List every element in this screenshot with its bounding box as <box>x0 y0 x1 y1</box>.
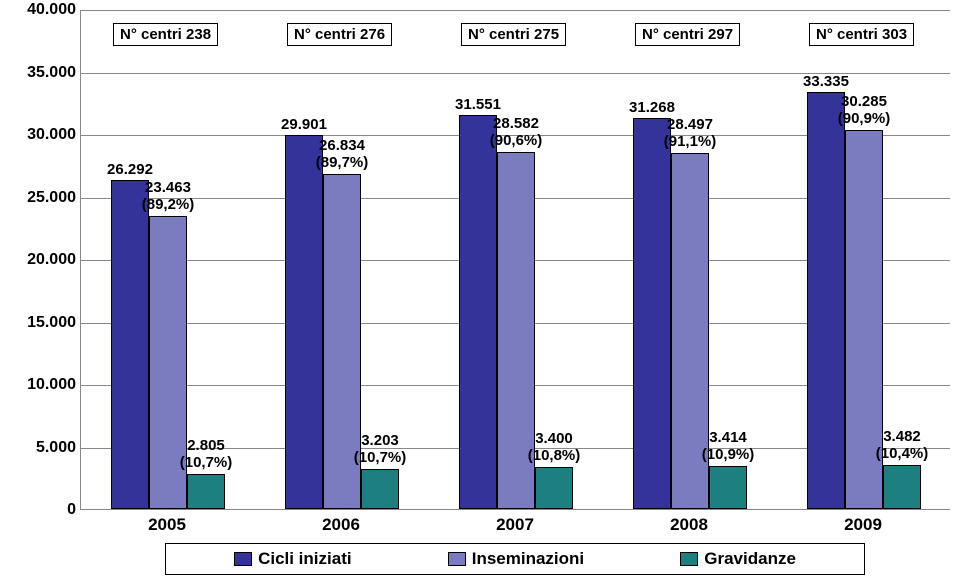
x-axis-tick-label: 2005 <box>148 515 186 535</box>
y-axis-tick-label: 10.000 <box>6 376 76 394</box>
legend-item-cicli: Cicli iniziati <box>234 549 352 569</box>
bar-cicli <box>459 115 497 509</box>
legend-swatch <box>234 552 252 566</box>
legend: Cicli iniziati Inseminazioni Gravidanze <box>165 543 865 575</box>
x-axis-tick-label: 2006 <box>322 515 360 535</box>
bar-label-grav: 3.400(10,8%) <box>528 430 581 464</box>
bar-label-grav: 3.203(10,7%) <box>354 432 407 466</box>
centri-box: N° centri 297 <box>635 23 740 46</box>
bar-label-grav: 3.414(10,9%) <box>702 429 755 463</box>
bar-cicli <box>111 180 149 509</box>
bar-cicli <box>285 135 323 509</box>
bar-label-cicli: 31.551 <box>455 96 501 113</box>
bar-label-cicli: 26.292 <box>107 161 153 178</box>
bar-grav <box>187 474 225 509</box>
legend-item-grav: Gravidanze <box>680 549 796 569</box>
bar-grav <box>883 465 921 509</box>
bar-label-insem: 28.582(90,6%) <box>490 115 543 149</box>
y-axis-tick-label: 15.000 <box>6 314 76 332</box>
bar-label-insem: 28.497(91,1%) <box>664 116 717 150</box>
centri-box: N° centri 303 <box>809 23 914 46</box>
y-axis-tick-label: 25.000 <box>6 189 76 207</box>
bar-label-cicli: 31.268 <box>629 99 675 116</box>
bar-label-cicli: 29.901 <box>281 116 327 133</box>
x-axis-tick-label: 2009 <box>844 515 882 535</box>
gridline <box>81 10 950 11</box>
legend-label: Inseminazioni <box>472 549 584 569</box>
centri-box: N° centri 238 <box>113 23 218 46</box>
bar-cicli <box>633 118 671 509</box>
x-axis-tick-label: 2008 <box>670 515 708 535</box>
y-axis-tick-label: 5.000 <box>6 439 76 457</box>
legend-label: Gravidanze <box>704 549 796 569</box>
y-axis-tick-label: 0 <box>6 501 76 519</box>
x-axis-tick-label: 2007 <box>496 515 534 535</box>
bar-grav <box>709 466 747 509</box>
bar-label-grav: 2.805(10,7%) <box>180 437 233 471</box>
bar-label-insem: 26.834(89,7%) <box>316 137 369 171</box>
y-axis-tick-label: 20.000 <box>6 251 76 269</box>
y-axis-tick-label: 35.000 <box>6 64 76 82</box>
legend-item-insem: Inseminazioni <box>448 549 584 569</box>
legend-swatch <box>680 552 698 566</box>
legend-label: Cicli iniziati <box>258 549 352 569</box>
bar-grav <box>361 469 399 509</box>
y-axis-tick-label: 30.000 <box>6 126 76 144</box>
centri-box: N° centri 275 <box>461 23 566 46</box>
bar-label-grav: 3.482(10,4%) <box>876 428 929 462</box>
bar-grav <box>535 467 573 510</box>
bar-label-cicli: 33.335 <box>803 73 849 90</box>
y-axis-tick-label: 40.000 <box>6 1 76 19</box>
legend-swatch <box>448 552 466 566</box>
centri-box: N° centri 276 <box>287 23 392 46</box>
bar-chart: 0 5.000 10.000 15.000 20.000 25.000 30.000 35.0… <box>5 5 961 583</box>
bar-label-insem: 30.285(90,9%) <box>838 93 891 127</box>
plot-area: 26.29223.463(89,2%) 2.805(10,7%) 29.901 26.… <box>80 10 950 510</box>
bar-cicli <box>807 92 845 509</box>
bar-label-insem: 23.463(89,2%) <box>142 179 195 213</box>
